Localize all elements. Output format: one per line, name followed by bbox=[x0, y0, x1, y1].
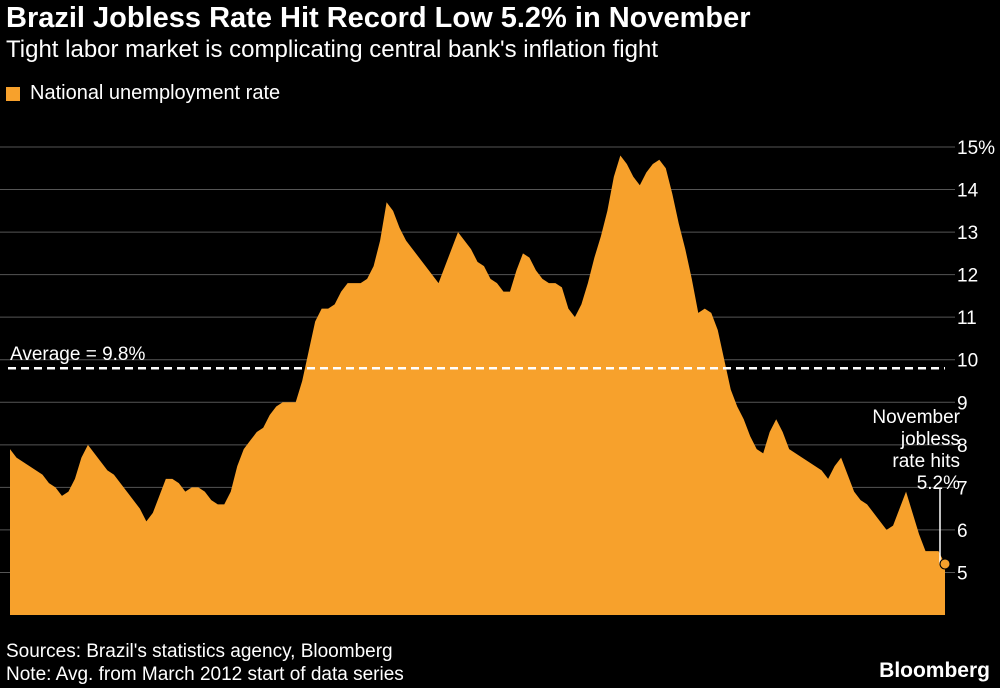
legend: National unemployment rate bbox=[6, 82, 280, 105]
average-label: Average = 9.8% bbox=[10, 344, 145, 365]
y-tick-label: 13 bbox=[957, 223, 978, 244]
legend-label: National unemployment rate bbox=[30, 82, 281, 104]
series-area-national-unemployment bbox=[10, 155, 945, 615]
annotation-label: November jobless rate hits 5.2% bbox=[872, 407, 960, 494]
methodology-note: Note: Avg. from March 2012 start of data… bbox=[6, 664, 404, 685]
bloomberg-logo: Bloomberg bbox=[879, 659, 990, 682]
chart-subtitle: Tight labor market is complicating centr… bbox=[6, 36, 658, 63]
y-tick-label: 15% bbox=[957, 138, 995, 159]
y-tick-label: 7 bbox=[957, 478, 968, 499]
annotation-point bbox=[939, 558, 951, 570]
y-axis-ticks: 5 6 7 8 9 10 11 12 13 14 15% bbox=[957, 138, 995, 584]
y-tick-label: 14 bbox=[957, 181, 979, 202]
legend-swatch bbox=[6, 86, 20, 101]
y-tick-label: 5 bbox=[957, 563, 968, 584]
y-tick-label: 12 bbox=[957, 266, 978, 287]
chart-title: Brazil Jobless Rate Hit Record Low 5.2% … bbox=[6, 2, 751, 34]
y-tick-label: 9 bbox=[957, 393, 968, 414]
y-tick-label: 10 bbox=[957, 351, 978, 372]
y-tick-label: 11 bbox=[957, 308, 977, 329]
y-tick-label: 8 bbox=[957, 436, 968, 457]
sources-note: Sources: Brazil's statistics agency, Blo… bbox=[6, 641, 393, 662]
y-tick-label: 6 bbox=[957, 521, 968, 542]
